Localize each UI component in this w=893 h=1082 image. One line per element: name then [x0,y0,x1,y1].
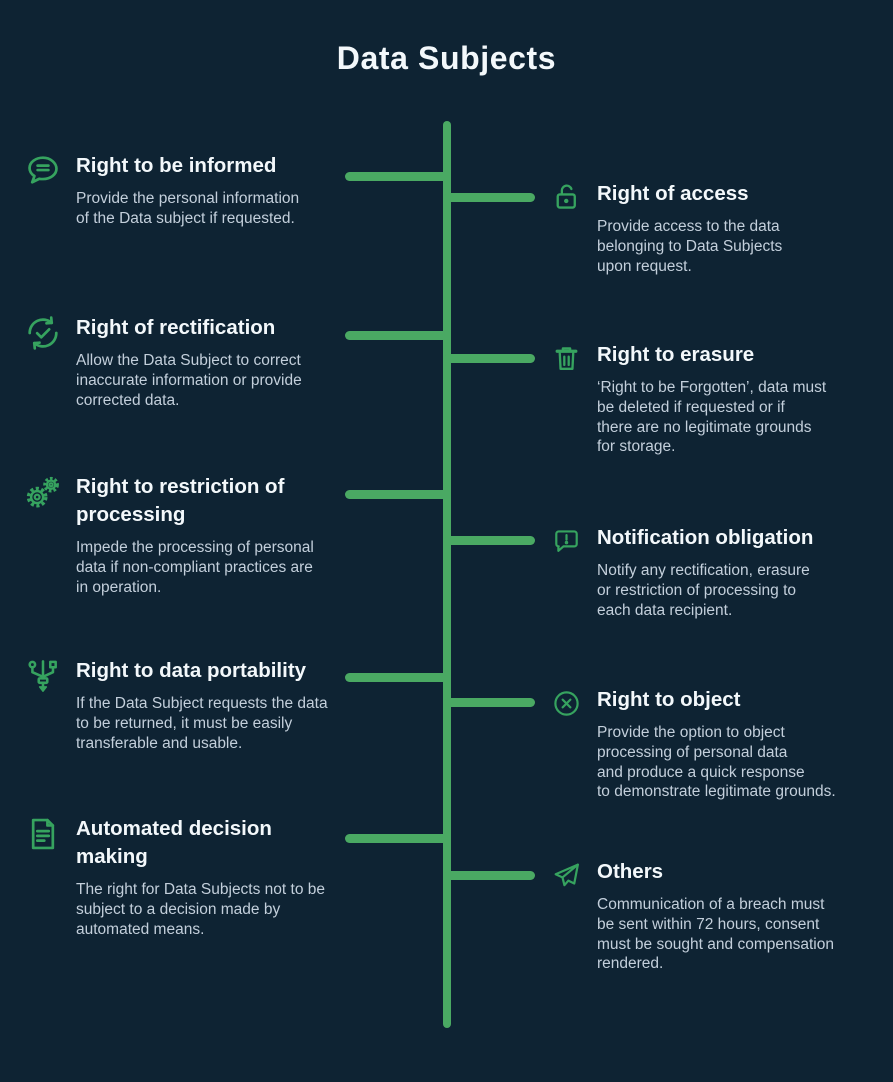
item-description: Notify any rectification, erasure or res… [597,562,810,619]
lock-open-icon [551,182,582,213]
item-title: Right of access [597,182,749,205]
item-description: Provide the personal information of the … [76,190,300,227]
chat-icon [24,152,62,190]
x-circle-icon [551,688,582,719]
timeline-spine [443,121,451,1028]
timeline-branch-right-2 [444,354,535,363]
item-right-to-restriction: Right to restriction of processing Imped… [24,473,374,597]
item-description: Communication of a breach must be sent w… [597,896,834,973]
item-description: Provide access to the data belonging to … [597,218,783,275]
item-title: Right of rectification [76,316,276,339]
timeline-branch-left-4 [345,673,451,682]
timeline-branch-left-1 [345,172,451,181]
item-automated-decision-making: Automated decision making The right for … [24,815,374,939]
usb-icon [24,657,62,695]
item-description: ‘Right to be Forgotten’, data must be de… [597,379,827,456]
item-notification-obligation: Notification obligation Notify any recti… [551,524,871,620]
alert-bubble-icon [551,526,582,557]
timeline-branch-left-3 [345,490,451,499]
item-description: If the Data Subject requests the data to… [76,695,328,752]
item-title: Right to data portability [76,659,307,682]
item-title: Automated decision making [76,817,272,868]
timeline-branch-right-1 [444,193,535,202]
sync-check-icon [24,314,62,352]
item-right-to-data-portability: Right to data portability If the Data Su… [24,657,374,753]
document-icon [24,815,62,853]
timeline-branch-left-5 [345,834,451,843]
timeline-branch-right-5 [444,871,535,880]
item-right-of-access: Right of access Provide access to the da… [551,180,871,276]
page-title: Data Subjects [336,40,557,76]
timeline-branch-left-2 [345,331,451,340]
item-title: Notification obligation [597,526,814,549]
item-right-of-rectification: Right of rectification Allow the Data Su… [24,314,374,410]
item-title: Right to erasure [597,343,755,366]
gears-icon [24,473,62,511]
item-others: Others Communication of a breach must be… [551,858,871,974]
item-description: Impede the processing of personal data i… [76,539,314,596]
item-description: Allow the Data Subject to correct inaccu… [76,352,302,409]
item-right-to-erasure: Right to erasure ‘Right to be Forgotten’… [551,341,871,457]
paper-plane-icon [551,860,582,891]
trash-icon [551,343,582,374]
item-right-to-object: Right to object Provide the option to ob… [551,686,871,802]
item-right-to-be-informed: Right to be informed Provide the persona… [24,152,374,229]
item-description: The right for Data Subjects not to be su… [76,881,325,938]
item-title: Right to object [597,688,741,711]
timeline-branch-right-3 [444,536,535,545]
item-title: Right to restriction of processing [76,475,285,526]
item-title: Others [597,860,664,883]
item-title: Right to be informed [76,154,277,177]
timeline-branch-right-4 [444,698,535,707]
item-description: Provide the option to object processing … [597,724,836,801]
